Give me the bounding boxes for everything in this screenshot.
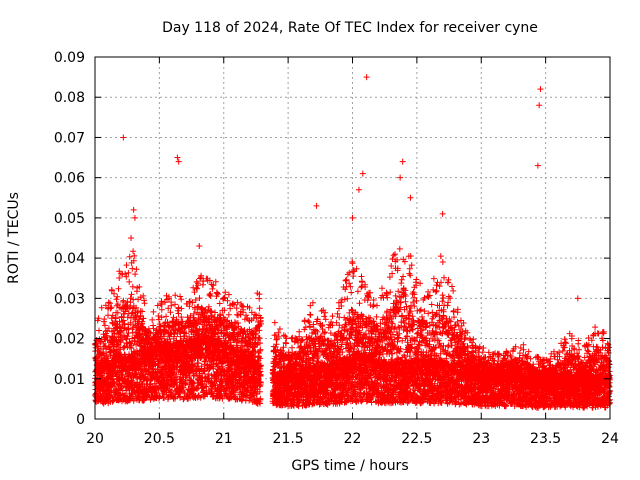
x-tick-label: 23	[472, 431, 490, 447]
y-axis-tick-labels: 0 0.01 0.02 0.03 0.04 0.05 0.06 0.07 0.08 0.09	[54, 50, 85, 428]
x-tick-label: 20.5	[144, 431, 175, 447]
y-tick-label: 0.03	[54, 291, 85, 307]
x-axis-tick-labels: 20 20.5 21 21.5 22 22.5 23 23.5 24	[86, 431, 619, 447]
x-tick-label: 22	[344, 431, 362, 447]
roti-points	[92, 245, 613, 411]
axis-ticks	[94, 56, 611, 420]
roti-outlier-points	[120, 74, 581, 302]
y-tick-label: 0.01	[54, 372, 85, 388]
x-axis-label: GPS time / hours	[291, 458, 408, 474]
x-tick-label: 22.5	[401, 431, 432, 447]
y-tick-label: 0.08	[54, 90, 85, 106]
x-tick-label: 24	[601, 431, 619, 447]
x-tick-label: 23.5	[530, 431, 561, 447]
y-tick-label: 0.07	[54, 130, 85, 146]
y-tick-label: 0.09	[54, 50, 85, 66]
x-tick-label: 21.5	[273, 431, 304, 447]
x-tick-label: 21	[215, 431, 233, 447]
x-tick-label: 20	[86, 431, 104, 447]
y-tick-label: 0.02	[54, 332, 85, 348]
y-tick-label: 0.04	[54, 251, 85, 267]
chart-title: Day 118 of 2024, Rate Of TEC Index for r…	[162, 20, 538, 36]
y-tick-label: 0.05	[54, 211, 85, 227]
y-axis-label: ROTI / TECUs	[6, 192, 22, 284]
y-tick-label: 0.06	[54, 171, 85, 187]
y-tick-label: 0	[76, 412, 85, 428]
